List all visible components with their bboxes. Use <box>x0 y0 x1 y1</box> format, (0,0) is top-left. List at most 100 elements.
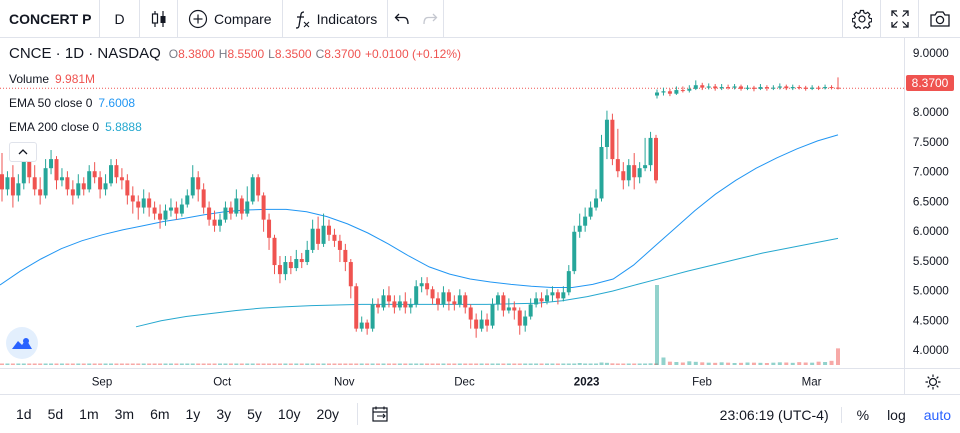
volume-bar <box>294 363 299 365</box>
symbol-search-button[interactable]: CONCERT P <box>0 0 100 38</box>
volume-bar <box>414 363 419 365</box>
y-tick-label: 6.5000 <box>913 195 949 208</box>
volume-bar <box>54 363 59 365</box>
volume-bar <box>179 363 184 365</box>
volume-bar <box>621 363 626 365</box>
candle-body <box>218 219 222 226</box>
range-button-3m[interactable]: 3m <box>114 406 135 422</box>
range-button-5y[interactable]: 5y <box>247 406 262 422</box>
candle-body <box>523 316 528 326</box>
candle-body <box>661 91 666 93</box>
y-tick-label: 4.5000 <box>913 314 949 327</box>
scale-settings-button[interactable] <box>904 368 960 394</box>
candle-body <box>141 198 146 208</box>
candle-body <box>283 262 288 275</box>
volume-bar <box>452 363 457 365</box>
volume-bar <box>256 363 261 365</box>
chart-type-button[interactable] <box>140 0 178 38</box>
range-button-1y[interactable]: 1y <box>185 406 201 422</box>
volume-bar <box>228 363 233 365</box>
volume-bar <box>474 363 479 365</box>
y-tick-label: 4.0000 <box>913 344 949 357</box>
date-range-button[interactable] <box>366 406 396 422</box>
range-button-1d[interactable]: 1d <box>16 406 32 422</box>
volume-bar <box>245 363 250 365</box>
candle-body <box>539 298 544 302</box>
percent-scale-toggle[interactable]: % <box>856 406 870 423</box>
candle-body <box>403 301 408 308</box>
candle-body <box>687 88 692 91</box>
volume-bar <box>425 363 430 365</box>
indicators-button[interactable]: Indicators <box>283 0 389 38</box>
volume-bar <box>109 363 113 365</box>
volume-bar <box>125 363 130 365</box>
volume-bar <box>43 363 48 365</box>
volume-bar <box>797 362 802 365</box>
candle-body <box>332 234 337 241</box>
fullscreen-button[interactable] <box>880 0 918 38</box>
range-button-1m[interactable]: 1m <box>79 406 99 422</box>
range-button-10y[interactable]: 10y <box>277 406 301 422</box>
volume-bar <box>501 363 506 365</box>
volume-bar <box>784 362 789 365</box>
candle-body <box>207 207 212 220</box>
collapse-legend-button[interactable] <box>9 142 37 162</box>
volume-bar <box>168 363 173 365</box>
price-chart[interactable] <box>0 38 904 368</box>
candle-body <box>441 292 446 305</box>
range-button-6m[interactable]: 6m <box>150 406 170 422</box>
ema200-line <box>135 237 839 328</box>
candle-body <box>572 231 577 272</box>
y-tick-label: 5.5000 <box>913 255 949 268</box>
interval-button[interactable]: D <box>100 0 140 38</box>
candle-body <box>534 298 539 305</box>
candle-body <box>485 319 490 326</box>
ema200-legend[interactable]: EMA 200 close 0 5.8888 <box>9 120 142 134</box>
candle-body <box>713 86 718 89</box>
log-scale-toggle[interactable]: log <box>887 406 906 423</box>
candle-body <box>168 207 173 211</box>
candle-body <box>408 304 413 308</box>
x-tick-label: Sep <box>92 376 113 388</box>
candle-body <box>321 225 326 244</box>
candle-body <box>92 171 97 178</box>
volume-legend[interactable]: Volume 9.981M <box>9 72 96 86</box>
volume-bar <box>130 363 135 365</box>
candle-body <box>185 195 190 205</box>
tradingview-logo[interactable] <box>6 327 38 359</box>
volume-bar <box>81 363 86 365</box>
volume-bar <box>223 363 228 365</box>
candle-body <box>103 183 108 190</box>
symbol-title[interactable]: CNCE · 1D · NASDAQ <box>9 45 161 62</box>
volume-bar <box>790 362 795 365</box>
candle-body <box>784 86 789 89</box>
range-button-5d[interactable]: 5d <box>47 406 64 422</box>
candle-body <box>588 207 593 217</box>
undo-button[interactable] <box>388 0 416 38</box>
auto-scale-toggle[interactable]: auto <box>923 406 951 423</box>
y-tick-label: 8.0000 <box>913 106 949 119</box>
volume-bar <box>392 363 397 365</box>
screenshot-button[interactable] <box>918 0 960 38</box>
volume-bar <box>65 363 70 365</box>
time-axis[interactable]: Sep Oct Nov Dec 2023 Feb Mar <box>0 368 904 394</box>
range-button-3y[interactable]: 3y <box>216 406 232 422</box>
settings-button[interactable] <box>842 0 880 38</box>
candle-body <box>174 207 179 214</box>
volume-bar <box>485 363 490 365</box>
range-button-20y[interactable]: 20y <box>316 406 340 422</box>
compare-button[interactable]: Compare <box>178 0 283 38</box>
divider <box>357 403 359 425</box>
candle-body <box>739 86 744 89</box>
redo-button[interactable] <box>416 0 445 38</box>
volume-bar <box>594 363 599 365</box>
price-scale[interactable]: 9.00008.50008.00007.50007.00006.50006.00… <box>904 38 960 368</box>
volume-bar <box>272 363 277 365</box>
ema50-legend[interactable]: EMA 50 close 0 7.6008 <box>9 96 136 110</box>
volume-bar <box>250 363 255 365</box>
clock-timezone[interactable]: 23:06:19 (UTC-4) <box>708 406 842 423</box>
candle-body <box>354 286 359 329</box>
volume-bar <box>343 363 348 365</box>
candle-body <box>615 159 620 172</box>
gear-icon <box>851 9 872 29</box>
